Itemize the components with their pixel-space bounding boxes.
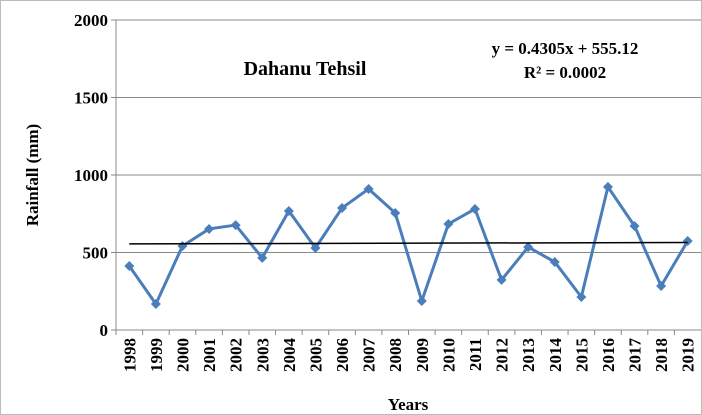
chart-title: Dahanu Tehsil [244,58,367,80]
marker [656,280,667,291]
marker [363,183,374,194]
marker [257,252,268,263]
marker [523,242,534,253]
x-tick-label: 2003 [253,338,272,372]
x-tick-label: 2001 [200,338,219,372]
x-tick-label: 2005 [306,338,325,372]
marker [283,205,294,216]
marker [682,236,693,247]
x-tick-label: 2015 [572,338,591,372]
x-tick-label: 1999 [147,338,166,372]
x-tick-label: 2014 [546,338,565,373]
marker [602,181,613,192]
marker [124,260,135,271]
y-tick-label: 500 [83,244,109,263]
x-tick-label: 2011 [466,338,485,371]
marker [204,223,215,234]
equation: y = 0.4305x + 555.12 [492,39,639,58]
marker [629,220,640,231]
marker [337,203,348,214]
marker [390,207,401,218]
x-tick-label: 2018 [652,338,671,372]
y-tick-label: 1500 [74,89,108,108]
y-axis-label: Rainfall (mm) [23,124,42,226]
x-tick-label: 2002 [227,338,246,372]
x-tick-label: 2010 [439,338,458,372]
x-tick-label: 2000 [173,338,192,372]
x-tick-label: 2004 [280,338,299,373]
x-tick-label: 2016 [599,338,618,372]
x-tick-label: 2019 [679,338,698,372]
marker [230,220,241,231]
x-axis-label: Years [388,395,429,414]
y-tick-label: 1000 [74,166,108,185]
data-line [128,183,689,307]
trend-line [129,241,688,245]
marker [443,218,454,229]
x-tick-label: 2006 [333,338,352,372]
marker [496,274,507,285]
x-tick-label: 2017 [626,338,645,373]
marker [469,203,480,214]
x-tick-label: 2012 [493,338,512,372]
marker [310,243,321,254]
y-tick-label: 0 [100,321,109,340]
r-squared: R² = 0.0002 [524,63,606,82]
marker [150,298,161,309]
y-tick-label: 2000 [74,11,108,30]
x-tick-label: 2013 [519,338,538,372]
x-tick-label: 1998 [120,338,139,372]
marker [576,291,587,302]
x-tick-label: 2007 [360,338,379,373]
marker [416,296,427,307]
x-tick-label: 2008 [386,338,405,372]
x-tick-label: 2009 [413,338,432,372]
marker [549,256,560,267]
